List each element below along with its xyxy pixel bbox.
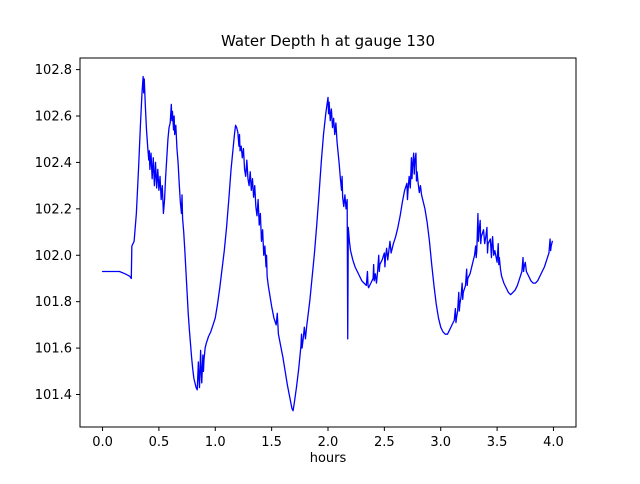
y-tick-label: 101.8 — [35, 295, 72, 310]
x-tick-label: 1.0 — [205, 435, 226, 450]
y-tick-label: 102.0 — [35, 249, 72, 264]
x-tick-label: 3.5 — [487, 435, 508, 450]
y-tick-label: 101.4 — [35, 388, 72, 403]
chart-title: Water Depth h at gauge 130 — [221, 32, 435, 50]
x-tick-label: 2.5 — [374, 435, 395, 450]
x-axis-label: hours — [310, 451, 347, 466]
y-tick-label: 102.2 — [35, 202, 72, 217]
y-tick-label: 102.8 — [35, 63, 72, 78]
x-tick-label: 0.0 — [92, 435, 113, 450]
x-axis-ticks: 0.0 0.5 1.0 1.5 2.0 2.5 3.0 3.5 4.0 — [92, 427, 564, 450]
y-tick-label: 102.4 — [35, 156, 72, 171]
x-tick-label: 3.0 — [430, 435, 451, 450]
x-tick-label: 1.5 — [261, 435, 282, 450]
y-tick-label: 102.6 — [35, 110, 72, 125]
x-tick-label: 0.5 — [149, 435, 170, 450]
x-tick-label: 2.0 — [318, 435, 339, 450]
water-depth-line — [101, 75, 553, 412]
x-tick-label: 4.0 — [543, 435, 564, 450]
y-tick-label: 101.6 — [35, 342, 72, 357]
y-axis-ticks: 101.4 101.6 101.8 102.0 102.2 102.4 102.6 102.8 — [35, 63, 80, 403]
